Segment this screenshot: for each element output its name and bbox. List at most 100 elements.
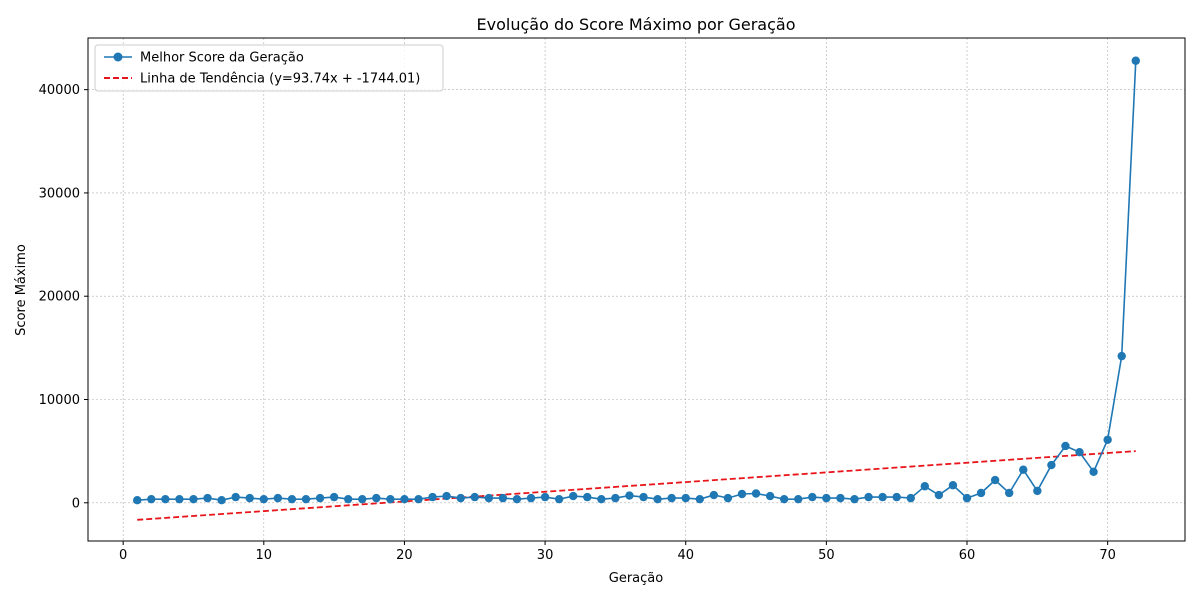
score-point bbox=[315, 493, 325, 503]
score-point bbox=[765, 491, 775, 501]
legend-box bbox=[94, 44, 444, 92]
y-axis-label: Score Máximo bbox=[14, 244, 29, 336]
x-tick-label: 30 bbox=[537, 548, 554, 563]
score-point bbox=[723, 493, 733, 503]
score-point bbox=[343, 494, 353, 504]
score-point bbox=[920, 482, 930, 491]
chart-title: Evolução do Score Máximo por Geração bbox=[477, 15, 796, 34]
legend-marker-score bbox=[113, 52, 123, 62]
score-point bbox=[906, 493, 915, 503]
score-point bbox=[484, 493, 494, 503]
score-point bbox=[625, 491, 634, 500]
score-point bbox=[597, 494, 606, 504]
score-point bbox=[133, 496, 142, 505]
score-point bbox=[751, 489, 761, 498]
score-point bbox=[878, 492, 887, 502]
score-point bbox=[962, 493, 972, 503]
y-tick-label: 0 bbox=[72, 496, 80, 511]
y-tick-label: 20000 bbox=[39, 290, 80, 305]
score-point bbox=[554, 494, 564, 504]
score-point bbox=[1004, 488, 1014, 498]
score-point bbox=[259, 494, 269, 504]
score-point bbox=[245, 493, 254, 503]
score-point bbox=[175, 494, 184, 504]
plot-frame bbox=[87, 37, 1186, 542]
score-point bbox=[526, 493, 536, 503]
score-point bbox=[864, 492, 873, 502]
score-point bbox=[329, 492, 339, 502]
score-point bbox=[414, 494, 423, 504]
score-point bbox=[836, 493, 845, 503]
score-point bbox=[822, 493, 831, 503]
score-point bbox=[737, 489, 747, 499]
x-tick-label: 20 bbox=[396, 548, 413, 563]
y-axis-ticks: 0 10000 20000 30000 40000 bbox=[39, 83, 88, 511]
score-point bbox=[428, 492, 437, 502]
score-point bbox=[850, 494, 859, 504]
score-point bbox=[386, 494, 395, 504]
score-point bbox=[161, 494, 170, 504]
score-point bbox=[1075, 447, 1084, 457]
x-tick-label: 0 bbox=[119, 548, 127, 563]
score-point bbox=[653, 494, 662, 504]
y-tick-label: 10000 bbox=[39, 393, 80, 408]
x-tick-label: 60 bbox=[959, 548, 976, 563]
score-point bbox=[1131, 56, 1140, 65]
x-axis-ticks: 0 10 20 30 40 50 60 70 bbox=[119, 541, 1116, 563]
score-point bbox=[709, 490, 719, 500]
score-point bbox=[779, 494, 789, 504]
score-point bbox=[639, 492, 648, 502]
score-point bbox=[569, 491, 578, 501]
score-point bbox=[442, 491, 451, 501]
score-point bbox=[892, 492, 901, 502]
legend: Melhor Score da Geração Linha de Tendênc… bbox=[94, 44, 444, 92]
score-point bbox=[540, 492, 550, 502]
x-tick-label: 40 bbox=[677, 548, 694, 563]
x-tick-label: 10 bbox=[256, 548, 273, 563]
score-point bbox=[231, 492, 240, 502]
y-tick-label: 30000 bbox=[39, 186, 80, 201]
x-axis-label: Geração bbox=[609, 571, 663, 586]
trend-line bbox=[137, 450, 1136, 521]
score-point bbox=[498, 493, 508, 503]
score-point bbox=[372, 493, 381, 503]
score-point bbox=[1033, 486, 1042, 496]
score-point bbox=[400, 494, 409, 504]
score-point bbox=[934, 490, 944, 500]
score-point bbox=[1117, 351, 1126, 361]
score-point bbox=[470, 492, 479, 502]
grid bbox=[88, 38, 1185, 541]
score-point bbox=[358, 494, 367, 504]
y-tick-label: 40000 bbox=[39, 83, 80, 98]
score-point bbox=[990, 475, 1000, 485]
score-point bbox=[583, 492, 592, 502]
score-point bbox=[976, 488, 986, 498]
score-point bbox=[1061, 441, 1070, 451]
score-point bbox=[273, 493, 283, 503]
score-point bbox=[512, 494, 522, 504]
trend-series bbox=[137, 450, 1136, 521]
score-point bbox=[1047, 460, 1056, 470]
score-point bbox=[794, 494, 803, 504]
score-point bbox=[695, 494, 704, 504]
x-tick-label: 70 bbox=[1099, 548, 1116, 563]
score-point bbox=[808, 492, 817, 502]
score-point bbox=[203, 493, 212, 503]
score-point bbox=[1019, 465, 1028, 474]
score-point bbox=[287, 494, 297, 504]
score-series bbox=[133, 56, 1140, 505]
score-point bbox=[301, 494, 311, 504]
legend-label-score: Melhor Score da Geração bbox=[140, 51, 304, 66]
score-point bbox=[1103, 435, 1112, 444]
score-point bbox=[456, 493, 465, 503]
score-point bbox=[948, 481, 958, 490]
score-point bbox=[667, 493, 676, 503]
legend-label-trend: Linha de Tendência (y=93.74x + -1744.01) bbox=[140, 72, 420, 87]
score-point bbox=[1089, 467, 1098, 476]
score-point bbox=[147, 494, 156, 504]
score-point bbox=[189, 494, 198, 504]
x-tick-label: 50 bbox=[818, 548, 835, 563]
score-point bbox=[681, 493, 690, 503]
score-point bbox=[217, 496, 226, 505]
